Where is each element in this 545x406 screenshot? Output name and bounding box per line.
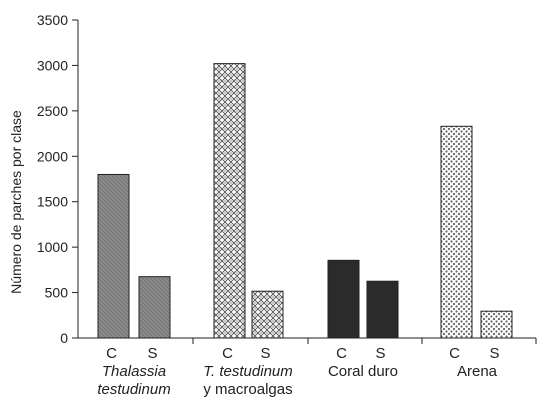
- y-tick-label: 3000: [37, 57, 68, 73]
- y-tick-label: 1500: [37, 194, 68, 210]
- series-label: C: [449, 345, 460, 362]
- category-label: Coral duro: [328, 363, 398, 380]
- series-label: C: [336, 345, 347, 362]
- x-axis: [78, 337, 537, 344]
- series-label: S: [147, 345, 157, 362]
- y-tick-label: 500: [45, 285, 69, 301]
- series-label: C: [222, 345, 233, 362]
- series-label: S: [260, 345, 270, 362]
- series-label: S: [489, 345, 499, 362]
- y-axis: 0 500 1000 1500 2000 2500 3000 3500: [37, 12, 79, 346]
- category-label: testudinum: [97, 381, 170, 398]
- bar-4-c: [440, 125, 473, 339]
- bar-1-c: [97, 173, 130, 339]
- series-label: S: [375, 345, 385, 362]
- bar-3-s: [366, 280, 399, 339]
- series-label: C: [106, 345, 117, 362]
- y-tick-label: 2500: [37, 103, 68, 119]
- bar-1-s: [138, 276, 171, 339]
- category-label: y macroalgas: [203, 381, 292, 398]
- bar-2-s: [251, 290, 284, 339]
- y-axis-title: Número de parches por clase: [8, 110, 24, 294]
- bar-2-c: [213, 63, 246, 339]
- y-tick-label: 0: [60, 330, 68, 346]
- y-tick-label: 2000: [37, 148, 68, 164]
- category-label: Arena: [457, 363, 498, 380]
- bar-3-c: [327, 259, 360, 339]
- y-tick-label: 1000: [37, 239, 68, 255]
- bar-4-s: [480, 310, 513, 339]
- category-label: T. testudinum: [203, 363, 293, 380]
- category-label: Thalassia: [102, 363, 166, 380]
- bars: [97, 63, 513, 339]
- y-tick-label: 3500: [37, 12, 68, 28]
